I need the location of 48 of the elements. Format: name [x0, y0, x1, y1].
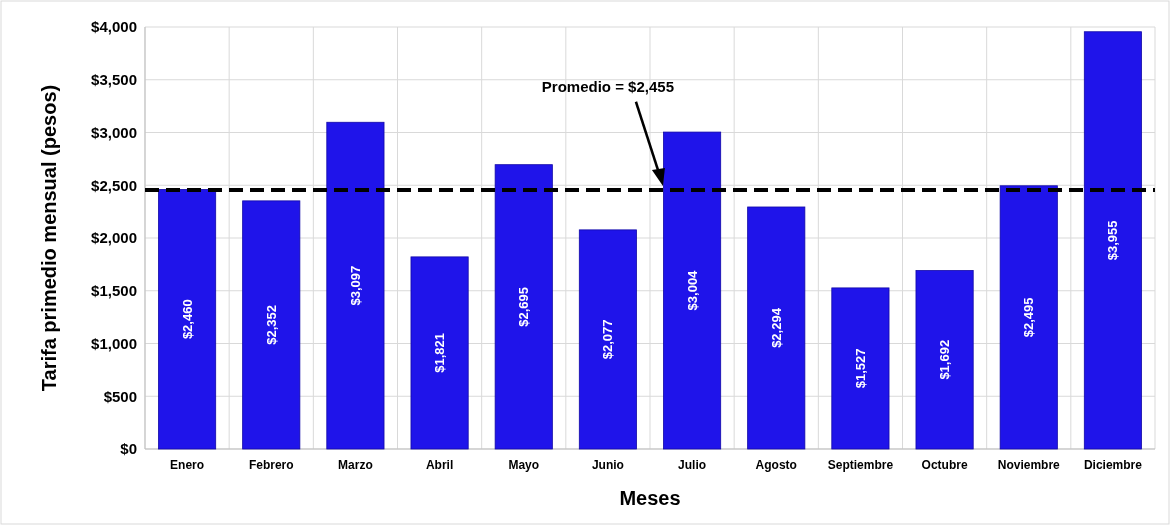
- x-tick-label: Octubre: [921, 458, 968, 472]
- data-label: $1,821: [432, 333, 448, 373]
- data-label: $2,460: [179, 299, 195, 340]
- bar: [1083, 31, 1142, 450]
- bar: [663, 131, 722, 450]
- bar: [578, 229, 637, 450]
- x-tick-label: Julio: [678, 458, 707, 472]
- y-tick-label: $2,000: [91, 229, 137, 247]
- x-tick-label: Diciembre: [1083, 458, 1143, 472]
- x-tick-label: Noviembre: [997, 458, 1061, 472]
- x-axis-title: Meses: [619, 487, 681, 509]
- data-label: $3,004: [684, 269, 700, 311]
- y-tick-label: $0: [120, 440, 137, 458]
- ref-line-label: Promedio = $2,455: [541, 77, 674, 95]
- y-axis-title: Tarifa primedio mensual (pesos): [38, 84, 60, 392]
- x-tick-label: Febrero: [248, 458, 294, 472]
- data-label: $2,495: [1021, 297, 1037, 338]
- y-tick-label: $1,000: [91, 334, 137, 352]
- x-tick-label: Abril: [425, 458, 454, 472]
- data-label: $3,955: [1105, 220, 1121, 261]
- data-label: $2,077: [600, 319, 616, 360]
- x-tick-label: Enero: [170, 458, 205, 472]
- x-tick-label: Septiembre: [827, 458, 894, 472]
- bar: [831, 287, 890, 450]
- x-tick-label: Agosto: [755, 458, 797, 472]
- data-label: $1,527: [852, 348, 868, 389]
- bar: [999, 185, 1058, 450]
- data-label: $3,097: [347, 265, 363, 306]
- bar: [915, 270, 974, 450]
- x-tick-label: Mayo: [508, 458, 540, 472]
- bar: [326, 121, 385, 450]
- y-tick-label: $1,500: [91, 282, 137, 299]
- y-tick-label: $3,000: [91, 123, 137, 141]
- data-label: $2,695: [516, 286, 532, 327]
- bar: [158, 189, 217, 450]
- y-tick-label: $3,500: [91, 71, 137, 88]
- bar: [410, 256, 469, 450]
- x-tick-label: Marzo: [338, 458, 373, 472]
- x-tick-label: Junio: [591, 458, 624, 472]
- y-tick-label: $4,000: [91, 18, 137, 36]
- bar: [242, 200, 301, 450]
- data-label: $2,352: [263, 305, 279, 345]
- data-label: $2,294: [768, 307, 784, 348]
- bar: [494, 164, 553, 450]
- bar: [747, 206, 806, 450]
- y-tick-label: $500: [103, 387, 137, 405]
- y-tick-label: $2,500: [91, 176, 137, 194]
- data-label: $1,692: [937, 339, 953, 380]
